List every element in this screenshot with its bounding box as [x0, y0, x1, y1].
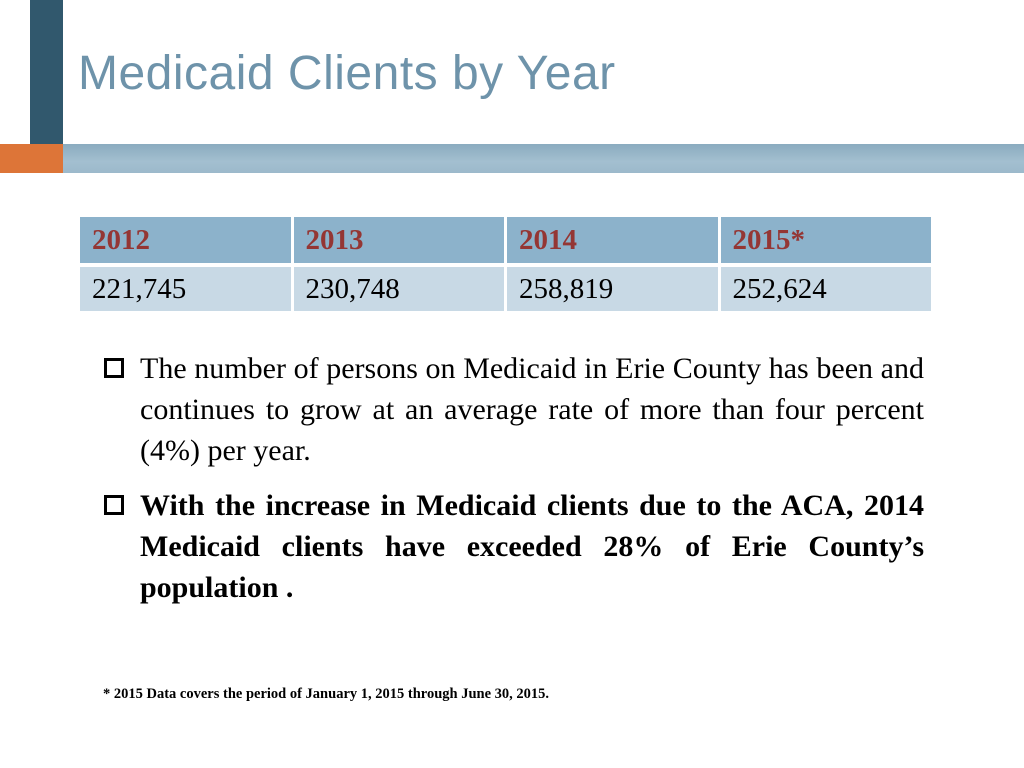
bullet-text: The number of persons on Medicaid in Eri…	[140, 352, 924, 467]
table-header-cell-2012: 2012	[80, 217, 291, 263]
medicaid-clients-table: 2012 2013 2014 2015* 221,745 230,748 258…	[80, 217, 931, 311]
table-data-cell-2014: 258,819	[507, 267, 718, 311]
table-data-row: 221,745 230,748 258,819 252,624	[80, 267, 931, 311]
table-data-cell-2013: 230,748	[293, 267, 504, 311]
table-data-cell-2012: 221,745	[80, 267, 291, 311]
decoration-orange-square	[0, 144, 63, 173]
square-bullet-icon	[104, 495, 124, 515]
table-header-cell-2015: 2015*	[720, 217, 931, 263]
bullet-text: With the increase in Medicaid clients du…	[140, 489, 924, 604]
table-header-cell-2013: 2013	[293, 217, 504, 263]
bullet-list: The number of persons on Medicaid in Eri…	[102, 348, 924, 622]
table-header-row: 2012 2013 2014 2015*	[80, 217, 931, 263]
footnote: * 2015 Data covers the period of January…	[103, 686, 550, 702]
decoration-horizontal-band	[63, 144, 1024, 173]
slide-title: Medicaid Clients by Year	[78, 47, 616, 100]
bullet-item-growth-rate: The number of persons on Medicaid in Eri…	[102, 348, 924, 471]
table-data-cell-2015: 252,624	[720, 267, 931, 311]
decoration-vertical-bar	[30, 0, 63, 144]
bullet-item-aca-increase: With the increase in Medicaid clients du…	[102, 485, 924, 608]
square-bullet-icon	[104, 358, 124, 378]
table-header-cell-2014: 2014	[507, 217, 718, 263]
